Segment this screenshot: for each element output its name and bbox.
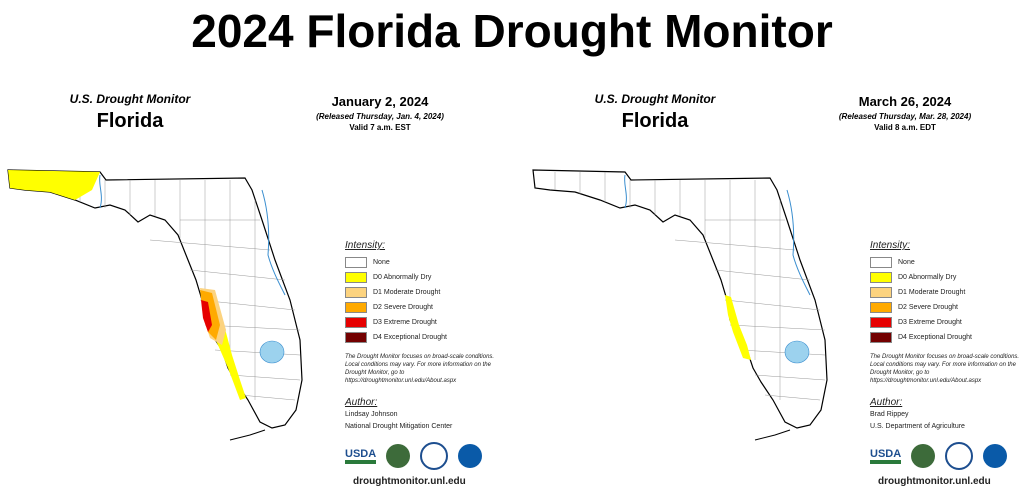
legend-item: D0 Abnormally Dry [870, 270, 1024, 285]
legend-swatch [870, 317, 892, 328]
legend-label: None [898, 259, 915, 266]
legend-heading: Intensity: [870, 240, 911, 251]
drought-areas [725, 295, 751, 360]
legend-label: D0 Abnormally Dry [373, 274, 432, 281]
website-link[interactable]: droughtmonitor.unl.edu [353, 476, 466, 487]
legend-swatch [345, 287, 367, 298]
author-name: Brad Rippey [870, 411, 909, 418]
monitor-header: U.S. Drought Monitor [594, 92, 716, 106]
legend: Intensity: None D0 Abnormally Dry D1 Moder… [345, 240, 505, 487]
ndmc-logo [911, 444, 936, 468]
florida-map [7, 169, 303, 441]
page-title: 2024 Florida Drought Monitor [191, 5, 833, 57]
map-date: March 26, 2024 [858, 94, 952, 109]
lake-okeechobee [784, 340, 810, 364]
author-heading: Author: [870, 397, 903, 408]
drought-area [8, 170, 100, 200]
usda-logo: USDA [345, 448, 377, 464]
legend-swatch [870, 287, 892, 298]
disclaimer-note: The Drought Monitor focuses on broad-sca… [345, 354, 495, 384]
noaa-logo [983, 444, 1008, 468]
commerce-logo [945, 442, 974, 470]
legend-swatch [345, 272, 367, 283]
monitor-header: U.S. Drought Monitor [69, 92, 191, 106]
disclaimer-note: The Drought Monitor focuses on broad-sca… [870, 354, 1020, 384]
legend-swatch [870, 302, 892, 313]
legend-swatch [345, 302, 367, 313]
state-name: Florida [621, 110, 689, 132]
lake-okeechobee [259, 340, 285, 364]
legend-label: D0 Abnormally Dry [898, 274, 957, 281]
apalachicola-river [624, 174, 627, 209]
author-heading: Author: [345, 397, 378, 408]
legend-item: None [345, 255, 505, 270]
state-name: Florida [96, 110, 164, 132]
legend-label: None [373, 259, 390, 266]
legend-label: D1 Moderate Drought [373, 289, 441, 296]
st-johns-river [786, 189, 811, 296]
apalachicola-river [99, 174, 102, 209]
drought-map-panel-january: U.S. Drought Monitor Florida January 2, … [0, 90, 512, 487]
legend-label: D4 Exceptional Drought [373, 334, 447, 341]
legend-swatch [870, 272, 892, 283]
author-name: Lindsay Johnson [345, 411, 398, 418]
release-date: (Released Thursday, Jan. 4, 2024) [316, 112, 444, 121]
ndmc-logo [386, 444, 411, 468]
county-lines [554, 172, 826, 401]
usda-logo: USDA [870, 448, 902, 464]
legend-label: D3 Extreme Drought [898, 319, 962, 326]
legend-swatch [870, 332, 892, 343]
release-date: (Released Thursday, Mar. 28, 2024) [838, 112, 972, 121]
noaa-logo [458, 444, 483, 468]
legend-item: D4 Exceptional Drought [870, 330, 1024, 345]
legend-item: D1 Moderate Drought [345, 285, 505, 300]
drought-areas [8, 170, 246, 400]
legend-swatch [345, 257, 367, 268]
drought-area [725, 295, 751, 360]
legend-heading: Intensity: [345, 240, 386, 251]
website-link[interactable]: droughtmonitor.unl.edu [878, 476, 991, 487]
valid-time: Valid 8 a.m. EDT [874, 123, 936, 132]
legend-item: D2 Severe Drought [870, 300, 1024, 315]
legend-item: None [870, 255, 1024, 270]
florida-map [532, 169, 828, 441]
legend-swatch [870, 257, 892, 268]
legend-swatch [345, 317, 367, 328]
legend-item: D1 Moderate Drought [870, 285, 1024, 300]
legend: Intensity: None D0 Abnormally Dry D1 Moder… [870, 240, 1024, 487]
st-johns-river [261, 189, 286, 296]
legend-label: D3 Extreme Drought [373, 319, 437, 326]
legend-swatch [345, 332, 367, 343]
legend-label: D1 Moderate Drought [898, 289, 966, 296]
author-org: National Drought Mitigation Center [345, 423, 453, 430]
legend-item: D3 Extreme Drought [345, 315, 505, 330]
map-date: January 2, 2024 [331, 94, 429, 109]
legend-label: D4 Exceptional Drought [898, 334, 972, 341]
legend-item: D4 Exceptional Drought [345, 330, 505, 345]
drought-area [201, 300, 212, 332]
drought-map-panel-march: U.S. Drought Monitor Florida March 26, 2… [525, 90, 1024, 487]
legend-label: D2 Severe Drought [373, 304, 433, 311]
legend-label: D2 Severe Drought [898, 304, 958, 311]
author-org: U.S. Department of Agriculture [870, 423, 965, 430]
valid-time: Valid 7 a.m. EST [349, 123, 411, 132]
legend-item: D0 Abnormally Dry [345, 270, 505, 285]
legend-item: D2 Severe Drought [345, 300, 505, 315]
commerce-logo [420, 442, 449, 470]
legend-item: D3 Extreme Drought [870, 315, 1024, 330]
